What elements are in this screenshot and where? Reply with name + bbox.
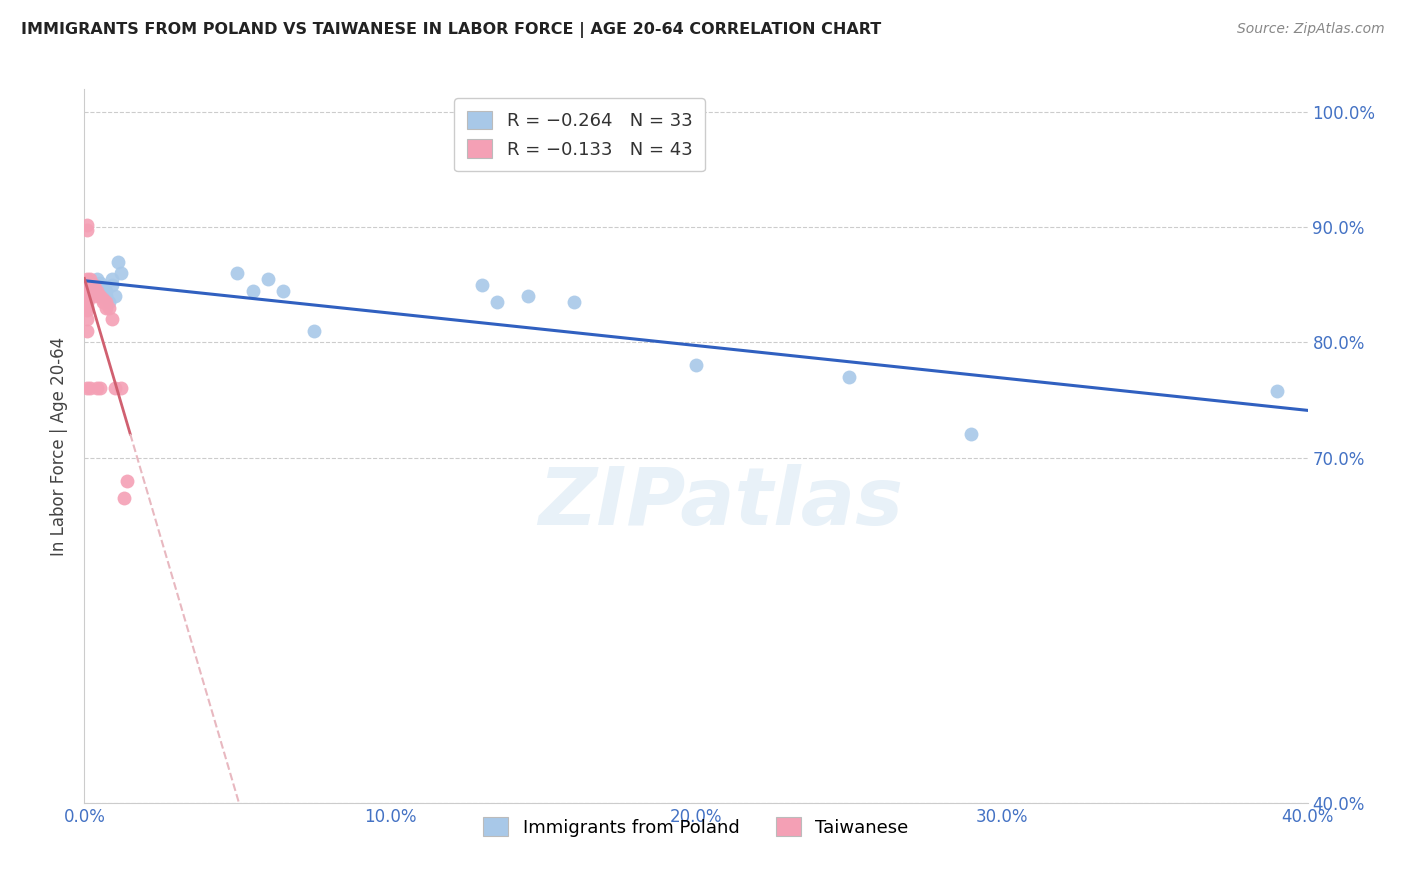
Point [107, 255, 129, 269]
Point [91, 295, 114, 310]
Point [76, 283, 98, 297]
Point [76, 222, 98, 236]
Point [101, 272, 124, 286]
Legend: Immigrants from Poland, Taiwanese: Immigrants from Poland, Taiwanese [477, 810, 915, 844]
Point [79, 381, 101, 395]
Point [76, 292, 98, 306]
Point [86, 381, 108, 395]
Point [83, 284, 105, 298]
Point [76, 300, 98, 314]
Point [79, 277, 101, 292]
Point [76, 272, 98, 286]
Point [91, 292, 114, 306]
Point [838, 370, 860, 384]
Point [115, 474, 138, 488]
Point [302, 324, 325, 338]
Point [76, 277, 98, 292]
Point [1265, 384, 1288, 398]
Point [97, 301, 120, 315]
Point [97, 295, 120, 310]
Point [76, 293, 98, 308]
Point [94, 289, 117, 303]
Point [79, 272, 101, 286]
Point [76, 289, 98, 303]
Point [79, 280, 101, 294]
Point [112, 491, 135, 505]
Point [110, 266, 132, 280]
Point [83, 280, 105, 294]
Point [79, 277, 101, 292]
Point [516, 289, 538, 303]
Point [76, 218, 98, 232]
Point [110, 381, 132, 395]
Point [79, 280, 101, 294]
Point [79, 289, 101, 303]
Point [89, 276, 111, 290]
Point [471, 277, 494, 292]
Point [257, 272, 280, 286]
Point [76, 276, 98, 290]
Point [101, 312, 124, 326]
Point [89, 381, 111, 395]
Point [91, 289, 114, 303]
Point [86, 284, 108, 298]
Point [89, 280, 111, 294]
Point [76, 285, 98, 300]
Y-axis label: In Labor Force | Age 20-64: In Labor Force | Age 20-64 [51, 336, 69, 556]
Point [271, 284, 294, 298]
Point [94, 301, 117, 315]
Point [76, 287, 98, 301]
Point [104, 381, 127, 395]
Point [76, 296, 98, 310]
Point [685, 359, 707, 373]
Point [486, 295, 509, 310]
Point [76, 303, 98, 318]
Point [91, 280, 114, 294]
Point [104, 289, 127, 303]
Point [83, 285, 105, 300]
Point [83, 277, 105, 292]
Point [86, 272, 108, 286]
Point [76, 324, 98, 338]
Point [83, 280, 105, 294]
Point [960, 427, 983, 442]
Text: Source: ZipAtlas.com: Source: ZipAtlas.com [1237, 22, 1385, 37]
Point [76, 280, 98, 294]
Point [562, 295, 585, 310]
Point [76, 381, 98, 395]
Point [226, 266, 249, 280]
Point [86, 277, 108, 292]
Point [76, 284, 98, 298]
Point [94, 284, 117, 298]
Text: IMMIGRANTS FROM POLAND VS TAIWANESE IN LABOR FORCE | AGE 20-64 CORRELATION CHART: IMMIGRANTS FROM POLAND VS TAIWANESE IN L… [21, 22, 882, 38]
Point [94, 295, 117, 310]
Point [101, 277, 124, 292]
Point [79, 285, 101, 300]
Point [89, 284, 111, 298]
Point [76, 312, 98, 326]
Point [89, 289, 111, 303]
Point [242, 284, 264, 298]
Point [76, 284, 98, 298]
Text: ZIPatlas: ZIPatlas [538, 464, 903, 542]
Point [83, 289, 105, 303]
